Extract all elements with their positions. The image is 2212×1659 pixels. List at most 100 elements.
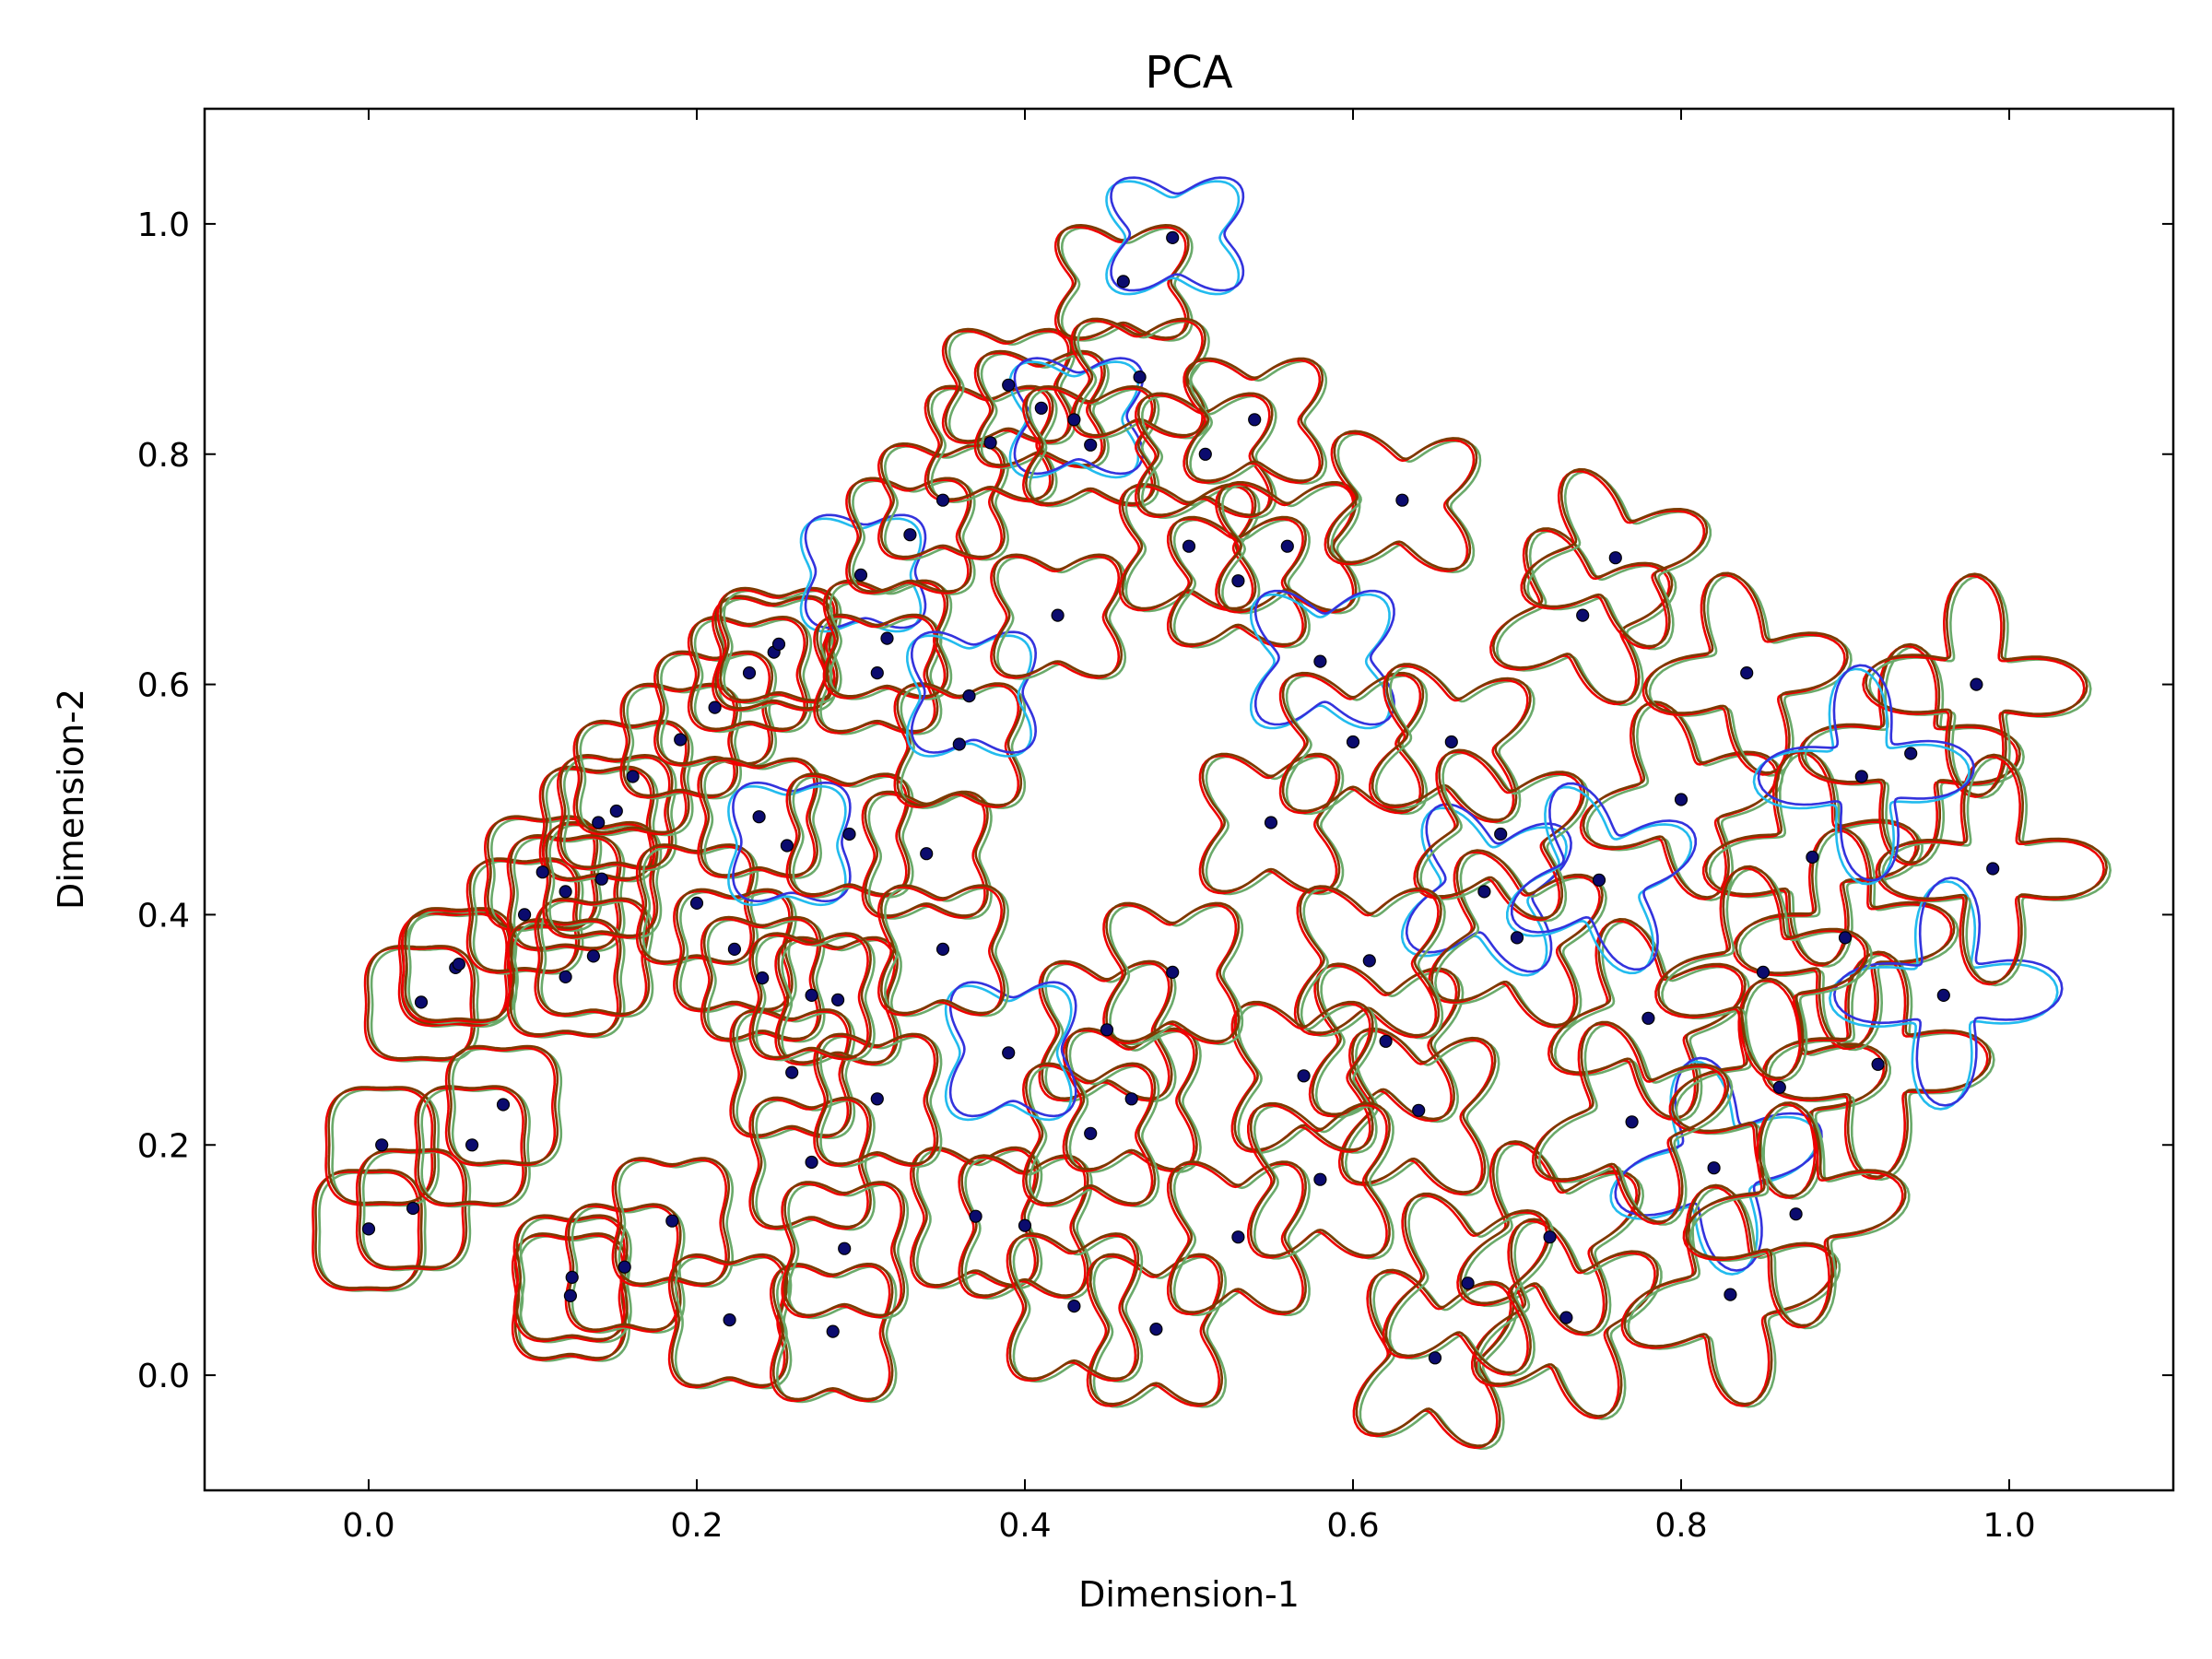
data-point: [1772, 1080, 1786, 1094]
data-point: [1625, 1115, 1639, 1129]
data-point: [1674, 793, 1688, 806]
glyph-layer: [312, 176, 2112, 1451]
glyph-outline: [567, 1203, 682, 1332]
glyph-outline: [960, 1154, 1089, 1298]
glyph-outline: [1413, 750, 1583, 922]
y-tick-label: 0.2: [137, 1127, 190, 1165]
data-point: [1067, 413, 1081, 427]
data-point: [1444, 735, 1458, 749]
data-point: [1313, 1172, 1327, 1186]
glyph-outline: [1384, 1192, 1551, 1374]
glyph-outline: [638, 843, 756, 963]
x-tick-label: 0.4: [998, 1507, 1051, 1545]
y-tick-label: 0.8: [137, 437, 190, 475]
glyph-outline: [1065, 1027, 1198, 1171]
glyph-outline: [804, 513, 927, 629]
glyph-outline: [751, 1096, 872, 1229]
glyph-outline: [1088, 1253, 1224, 1406]
data-point: [1018, 1218, 1032, 1232]
glyph-outline: [564, 1205, 679, 1334]
glyph-outline: [1757, 664, 1975, 882]
data-point: [935, 493, 950, 507]
data-point: [838, 1241, 852, 1255]
glyph-outline: [670, 1253, 789, 1387]
data-point: [1280, 539, 1294, 553]
data-point: [674, 733, 688, 747]
data-point: [842, 827, 856, 841]
glyph-outline: [1185, 357, 1324, 482]
data-point: [1313, 654, 1327, 668]
data-point: [903, 528, 917, 542]
glyph-outline: [1105, 180, 1241, 296]
y-tick-label: 0.0: [137, 1358, 190, 1395]
glyph-outline: [748, 1098, 869, 1230]
glyph-outline: [536, 897, 651, 1016]
glyph-outline: [1073, 317, 1206, 437]
glyph-outline: [444, 1046, 557, 1167]
data-point: [785, 1065, 799, 1079]
glyph-outline: [729, 1010, 850, 1139]
data-point: [830, 993, 845, 1007]
data-point: [1182, 539, 1196, 553]
data-point: [708, 700, 722, 714]
data-point: [1034, 401, 1048, 415]
glyph-outline: [1371, 663, 1532, 821]
glyph-outline: [910, 630, 1038, 754]
glyph-outline: [1024, 1062, 1157, 1206]
data-point: [1002, 1046, 1016, 1060]
glyph-outline: [1021, 386, 1154, 507]
data-point: [880, 631, 894, 645]
glyph-outline: [719, 586, 839, 702]
y-tick-label: 0.4: [137, 897, 190, 935]
data-point: [1198, 447, 1212, 461]
glyph-outline: [1369, 665, 1529, 823]
glyph-outline: [1405, 803, 1572, 973]
data-point: [1970, 677, 1983, 691]
data-point: [1576, 608, 1590, 622]
glyph-outline: [1752, 667, 1971, 886]
glyph-outline: [879, 884, 1006, 1015]
glyph-outline: [1708, 752, 1924, 968]
data-point: [1264, 816, 1278, 830]
glyph-outline: [958, 1156, 1087, 1300]
data-point: [1362, 954, 1376, 968]
data-point: [1084, 1126, 1098, 1140]
data-point: [1051, 608, 1065, 622]
data-point: [689, 896, 704, 911]
glyph-outline: [1428, 851, 1601, 1029]
y-tick-label: 0.6: [137, 667, 190, 705]
glyph-outline: [358, 1147, 468, 1269]
data-point: [665, 1214, 679, 1228]
glyph-outline: [361, 1150, 472, 1272]
glyph-outline: [993, 553, 1124, 677]
data-point: [1986, 862, 2000, 876]
data-point: [1510, 931, 1524, 945]
glyph-outline: [1250, 1101, 1391, 1257]
data-point: [1724, 1288, 1737, 1301]
data-point: [742, 665, 757, 680]
data-point: [1346, 735, 1360, 749]
glyph-outline: [748, 934, 869, 1061]
glyph-outline: [468, 857, 581, 972]
data-point: [563, 1288, 578, 1303]
glyph-outline: [799, 517, 923, 633]
glyph-outline: [1169, 515, 1307, 646]
data-point: [626, 770, 640, 783]
data-point: [1641, 1011, 1655, 1025]
glyph-outline: [512, 1216, 626, 1343]
glyph-outline: [687, 617, 806, 733]
data-point: [962, 688, 976, 703]
glyph-outline: [1110, 176, 1245, 292]
glyph-outline: [1416, 748, 1586, 920]
glyph-outline: [1828, 880, 2059, 1111]
data-point: [1838, 931, 1853, 945]
glyph-outline: [1056, 223, 1190, 339]
data-point: [935, 942, 950, 957]
glyph-outline: [1053, 225, 1187, 341]
data-point: [375, 1138, 389, 1152]
glyph-outline: [417, 1085, 527, 1206]
glyph-outline: [366, 945, 477, 1060]
glyph-outline: [813, 1034, 936, 1167]
glyph-outline: [1326, 429, 1478, 571]
